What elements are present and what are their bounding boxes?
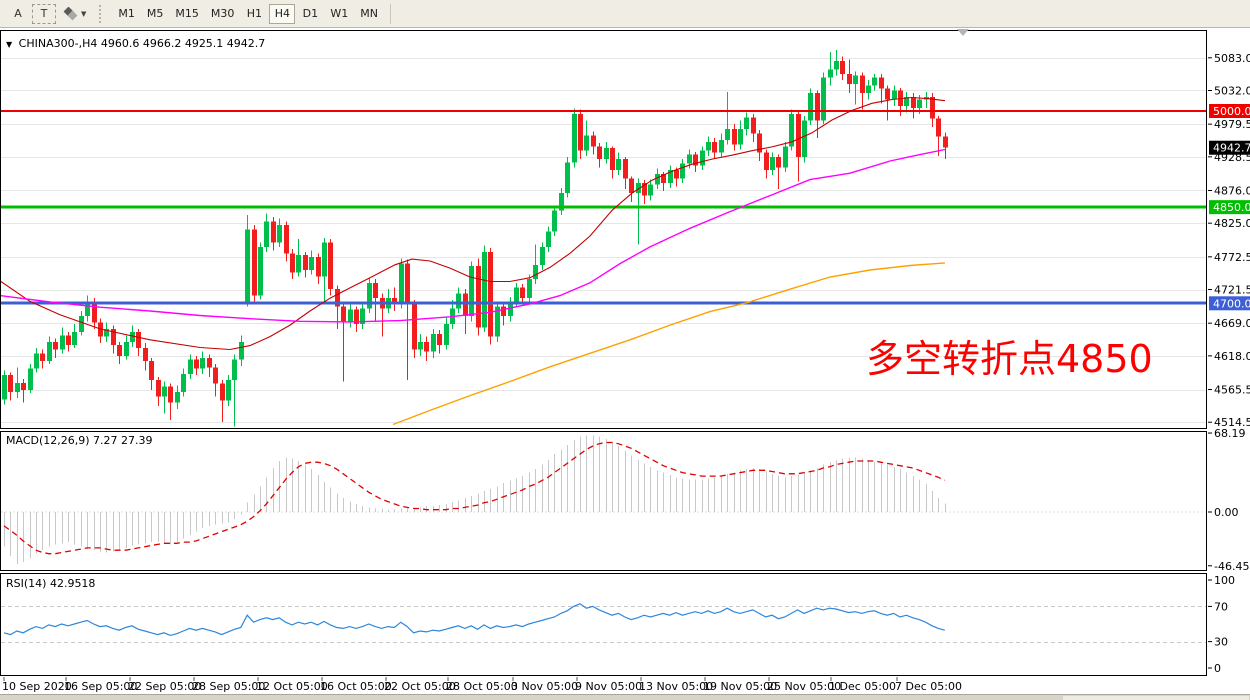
price-tick-label: 4721.5 — [1214, 284, 1250, 297]
main-chart-panel[interactable] — [0, 30, 1207, 429]
symbol-name: CHINA300-,H4 — [18, 37, 98, 50]
rsi-tick-label: 0 — [1214, 662, 1221, 675]
text-tool-button[interactable]: T — [32, 3, 56, 24]
price-axis[interactable]: 5083.0 5032.0 4979.5 4928.5 4876.0 4825.0 4772… — [1208, 52, 1250, 429]
price-badge-4850.0 — [1209, 200, 1250, 215]
a-tool-button[interactable]: A — [6, 4, 30, 24]
price-tick-label: 4772.5 — [1214, 251, 1250, 264]
price-tick-label: 4618.0 — [1214, 350, 1250, 363]
timeframe-w1[interactable]: W1 — [325, 4, 353, 24]
price-tick-label: 4979.5 — [1214, 118, 1250, 131]
timeframe-h4[interactable]: H4 — [269, 3, 296, 24]
time-axis[interactable] — [0, 677, 1250, 694]
timeframe-m15[interactable]: M15 — [170, 4, 204, 24]
symbol-title: ▼ CHINA300-,H4 4960.6 4966.2 4925.1 4942… — [6, 37, 265, 50]
svg-text:4700.0: 4700.0 — [1213, 297, 1250, 310]
rsi-label: RSI(14) 42.9518 — [6, 577, 96, 590]
timeframe-mn[interactable]: MN — [355, 4, 383, 24]
timeframe-m5[interactable]: M5 — [142, 4, 169, 24]
price-tick-label: 5083.0 — [1214, 52, 1250, 65]
price-tick-label: 4876.0 — [1214, 184, 1250, 197]
timeframe-d1[interactable]: D1 — [297, 4, 323, 24]
line-studies-dropdown[interactable]: ▼ — [58, 4, 89, 24]
macd-panel[interactable] — [0, 431, 1207, 571]
svg-text:4850.0: 4850.0 — [1213, 201, 1250, 214]
rsi-tick-label: 100 — [1214, 574, 1235, 587]
toolbar: A T ▼ M1 M5 M15 M30 H1 H4 D1 W1 MN — [0, 0, 1250, 28]
timeframe-m30[interactable]: M30 — [206, 4, 240, 24]
arrows-icon — [63, 6, 78, 20]
toolbar-grip[interactable] — [99, 4, 105, 23]
price-tick-label: 4669.0 — [1214, 317, 1250, 330]
macd-tick-label: 68.19 — [1214, 427, 1246, 440]
toolbar-separator — [390, 3, 391, 24]
price-tick-label: 4825.0 — [1214, 217, 1250, 230]
macd-tick-label: -46.45 — [1214, 560, 1249, 573]
price-badge-4700.0 — [1209, 296, 1250, 311]
price-tick-label: 5032.0 — [1214, 84, 1250, 97]
macd-label: MACD(12,26,9) 7.27 27.39 — [6, 434, 153, 447]
price-badge-4942.7 — [1209, 140, 1250, 155]
rsi-tick-label: 70 — [1214, 600, 1228, 613]
timeframe-buttons: M1 M5 M15 M30 H1 H4 D1 W1 MN — [113, 3, 383, 24]
svg-text:5000.0: 5000.0 — [1213, 105, 1250, 118]
price-tick-label: 4565.5 — [1214, 384, 1250, 397]
symbol-collapse-icon[interactable]: ▼ — [6, 40, 13, 49]
price-tick-label: 4928.5 — [1214, 151, 1250, 164]
timeframe-h1[interactable]: H1 — [241, 4, 267, 24]
rsi-panel[interactable] — [0, 573, 1207, 676]
symbol-ohlc: 4960.6 4966.2 4925.1 4942.7 — [100, 37, 266, 50]
price-tick-label: 4514.5 — [1214, 416, 1250, 429]
dropdown-caret-icon: ▼ — [81, 9, 87, 18]
price-badge-5000.0 — [1209, 104, 1250, 118]
timeframe-m1[interactable]: M1 — [113, 4, 140, 24]
macd-tick-label: 0.00 — [1214, 506, 1239, 519]
bottom-strip-inset — [1063, 696, 1249, 700]
svg-text:4942.7: 4942.7 — [1213, 142, 1250, 155]
rsi-tick-label: 30 — [1214, 636, 1228, 649]
bottom-strip — [0, 694, 1250, 700]
